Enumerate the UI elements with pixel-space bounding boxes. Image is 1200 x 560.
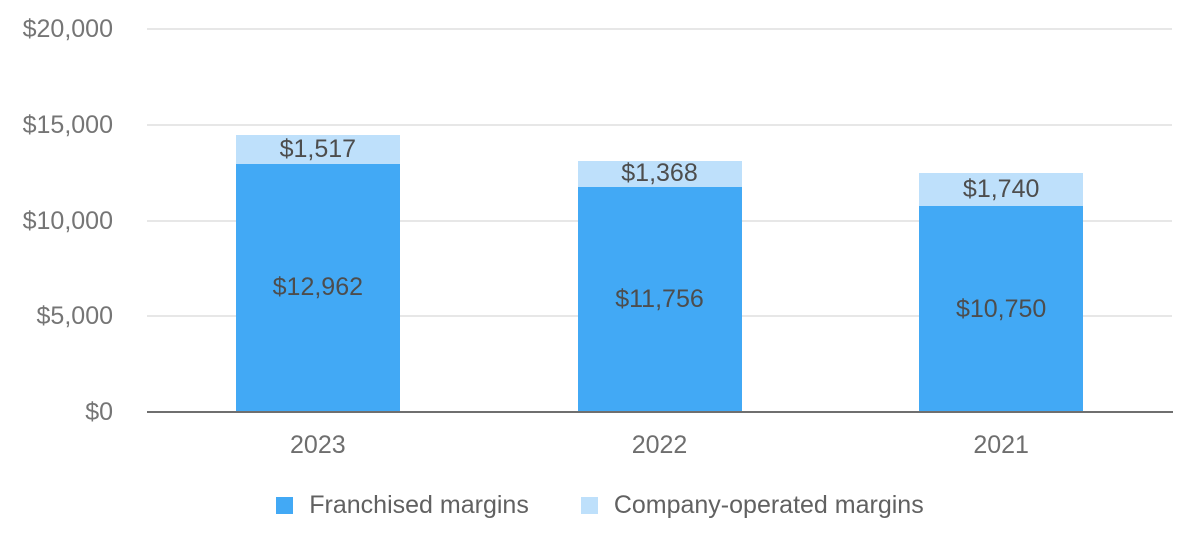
bar-value-label: $1,517 xyxy=(279,134,357,163)
y-axis-tick-label: $5,000 xyxy=(36,302,113,331)
bar-value-label: $1,740 xyxy=(962,174,1040,203)
bar-segment-company-operated-2023[interactable]: $1,517 xyxy=(235,134,400,164)
bar-value-label: $12,962 xyxy=(272,273,364,302)
x-axis-category-label-2023: 2023 xyxy=(290,431,346,459)
y-axis-tick-label: $15,000 xyxy=(22,110,113,139)
legend: Franchised margins Company-operated margi… xyxy=(0,487,1200,523)
bar-segment-franchised-2023[interactable]: $12,962 xyxy=(235,163,400,412)
gridline-20000 xyxy=(147,28,1172,30)
bar-segment-company-operated-2021[interactable]: $1,740 xyxy=(919,172,1084,207)
x-axis-line xyxy=(147,411,1173,413)
y-axis-tick-label: $10,000 xyxy=(22,206,113,235)
bar-value-label: $1,368 xyxy=(621,159,698,188)
legend-label: Franchised margins xyxy=(309,490,529,519)
bar-value-label: $11,756 xyxy=(615,284,704,313)
x-axis-category-label-2021: 2021 xyxy=(973,431,1029,459)
legend-label: Company-operated margins xyxy=(613,490,924,519)
bar-segment-franchised-2021[interactable]: $10,750 xyxy=(919,206,1084,412)
y-axis-tick-label: $20,000 xyxy=(22,15,113,43)
bar-segment-franchised-2022[interactable]: $11,756 xyxy=(577,186,742,412)
gridline-15000 xyxy=(147,123,1172,126)
bar-value-label: $10,750 xyxy=(955,294,1047,323)
legend-item-franchised-margins[interactable]: Franchised margins xyxy=(276,491,529,520)
bar-segment-company-operated-2022[interactable]: $1,368 xyxy=(577,159,742,188)
x-axis-category-label-2022: 2022 xyxy=(631,431,688,459)
legend-item-company-operated-margins[interactable]: Company-operated margins xyxy=(580,490,924,520)
legend-swatch-icon xyxy=(276,496,294,514)
y-axis-tick-label: $0 xyxy=(85,398,113,426)
legend-swatch-icon xyxy=(580,496,598,514)
